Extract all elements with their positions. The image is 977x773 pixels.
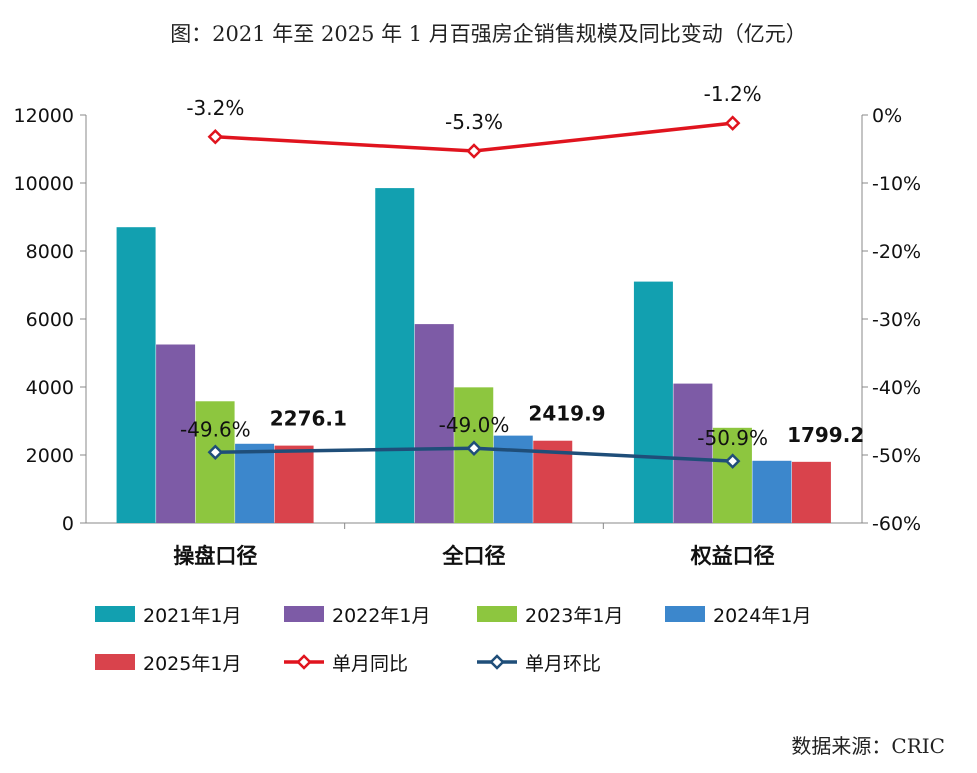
line-marker [207, 128, 224, 145]
y-right-tick-label: -60% [872, 513, 921, 535]
legend: 2021年1月 2022年1月 2023年1月 2024年1月 2025年1月 单月同比 单… [95, 605, 811, 675]
legend-label: 单月环比 [525, 653, 601, 675]
line-marker [724, 453, 741, 469]
line-value-label: -3.2% [186, 96, 244, 120]
bar [752, 460, 792, 523]
legend-label: 2022年1月 [332, 605, 430, 627]
data-labels: 2276.1 2419.9 1799.2 -3.2% -5.3% -1.2% -49.6% -… [180, 82, 864, 450]
bar [235, 443, 275, 523]
line-marker [466, 440, 482, 456]
x-category-label: 操盘口径 [173, 544, 257, 568]
chart: 0 2000 4000 6000 8000 10000 12000 -60% -50% -40% -… [14, 82, 922, 675]
line-value-label: -49.0% [439, 413, 510, 437]
line-marker [207, 444, 224, 461]
legend-label: 2021年1月 [143, 605, 241, 627]
line-value-label: -5.3% [445, 110, 503, 134]
bar [791, 461, 831, 523]
bar [414, 324, 454, 523]
line-marker [466, 143, 482, 159]
legend-marker [489, 654, 505, 670]
lines [207, 115, 741, 469]
y-left-tick-label: 6000 [26, 309, 74, 331]
bar-value-label: 1799.2 [787, 423, 864, 447]
y-right-tick-label: -30% [872, 309, 921, 331]
source-note: 数据来源：CRIC [791, 734, 945, 758]
bar [274, 445, 314, 523]
y-left-tick-label: 8000 [26, 241, 74, 263]
line-marker [724, 115, 741, 131]
bar [712, 427, 752, 523]
x-category-label: 全口径 [442, 544, 506, 568]
chart-title: 图：2021 年至 2025 年 1 月百强房企销售规模及同比变动（亿元） [170, 22, 807, 46]
bar [375, 188, 415, 523]
y-right-tick-label: -20% [872, 241, 921, 263]
x-category-label: 权益口径 [690, 544, 775, 568]
bar [673, 383, 713, 523]
legend-swatch [477, 606, 517, 622]
legend-label: 单月同比 [332, 653, 408, 675]
line-value-label: -1.2% [704, 82, 762, 106]
y-left-tick-label: 4000 [26, 377, 74, 399]
y-right-tick-label: 0% [872, 105, 902, 127]
legend-label: 2024年1月 [713, 605, 811, 627]
legend-label: 2025年1月 [143, 653, 241, 675]
bar [633, 281, 673, 523]
legend-swatch [95, 606, 135, 622]
bar-value-label: 2419.9 [528, 402, 605, 426]
line-value-label: -49.6% [180, 417, 251, 441]
y-right-tick-label: -10% [872, 173, 921, 195]
legend-label: 2023年1月 [525, 605, 623, 627]
line-value-label: -50.9% [697, 426, 768, 450]
y-left-tick-label: 0 [62, 513, 74, 535]
bar [156, 344, 196, 523]
y-left-tick-label: 12000 [14, 105, 74, 127]
y-right-tick-label: -50% [872, 445, 921, 467]
legend-swatch [665, 606, 705, 622]
bar [116, 227, 156, 523]
bar [195, 401, 235, 523]
legend-swatch [284, 606, 324, 622]
bars [116, 188, 831, 523]
legend-marker [296, 654, 312, 670]
bar-value-label: 2276.1 [270, 407, 347, 431]
y-left-tick-label: 10000 [14, 173, 74, 195]
y-left-tick-label: 2000 [26, 445, 74, 467]
legend-swatch [95, 654, 135, 670]
y-right-tick-label: -40% [872, 377, 921, 399]
